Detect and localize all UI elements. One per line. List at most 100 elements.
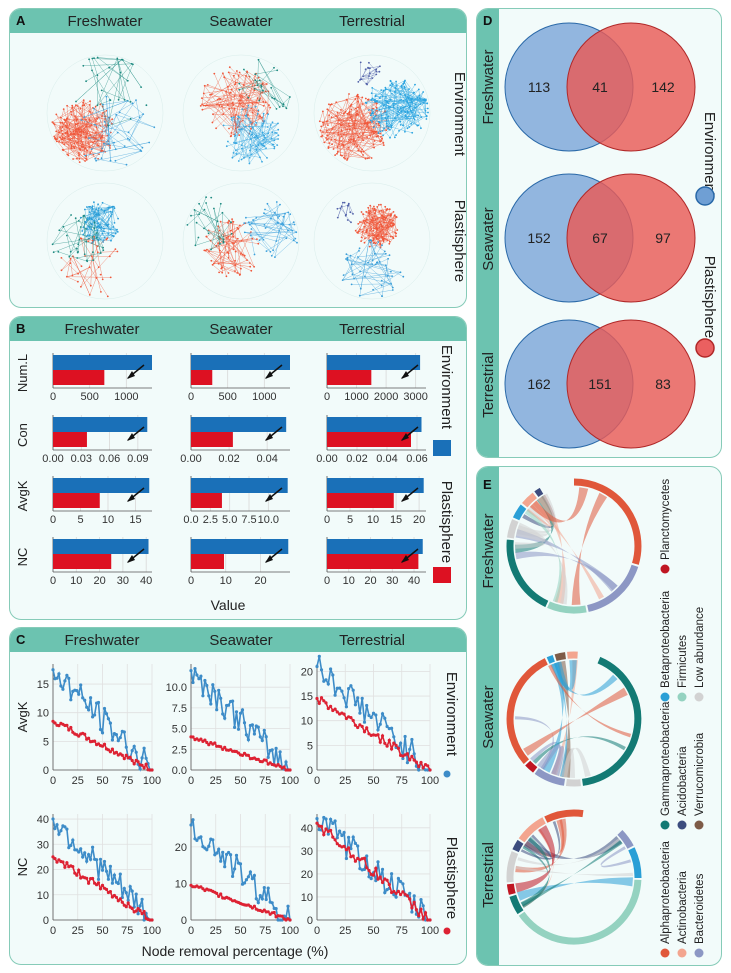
series-environment-point [209,702,213,706]
network-node [384,217,387,220]
network-node [256,113,259,115]
network-graph [46,182,164,300]
series-environment-point [57,672,61,676]
bar-plastisphere [191,493,222,508]
network-node [88,234,91,237]
network-node [228,220,231,223]
network-node [294,237,297,240]
series-environment-point [244,733,248,737]
network-node [376,206,379,208]
network-node [346,258,349,260]
network-node [276,144,279,147]
series-environment-point [219,859,223,863]
y-tick-label: 10 [37,708,49,720]
network-node [346,128,348,131]
network-node [272,143,275,146]
network-node [391,275,393,277]
venn-plastisphere-circle [566,22,696,152]
network-node [251,111,254,114]
network-node [381,95,384,97]
series-plastisphere-point [401,890,405,894]
network-node [277,134,280,137]
network-node [71,106,74,109]
network-node [414,106,417,109]
network-node [105,238,108,241]
network-node [202,104,205,107]
network-node [336,152,338,155]
network-node [94,132,97,134]
network-node [61,132,64,135]
series-plastisphere-point [421,766,425,770]
network-node [320,135,323,138]
network-node [110,239,112,242]
network-node [247,104,250,107]
network-node [247,96,250,99]
network-node [360,240,362,243]
tick-label: 500 [218,391,236,403]
taxon-legend-dot [694,948,704,958]
network-node [368,222,371,225]
series-environment-point [96,700,101,705]
network-node [423,98,426,100]
x-tick-label: 100 [143,925,161,937]
network-node [99,252,102,255]
network-node [367,66,369,69]
network-node [107,116,110,119]
network-node [364,68,367,71]
network-node [239,224,241,227]
series-plastisphere-point [349,716,353,720]
arrow-head [401,433,409,441]
panel-c-legend-plastisphere-dot [443,927,451,935]
network-node [384,88,387,91]
network-node [382,144,385,147]
network-node [371,221,374,224]
series-environment-point [390,872,394,876]
network-node [251,102,254,105]
x-tick-label: 100 [143,775,161,787]
tick-label: 10 [220,575,232,587]
network-node [72,130,75,133]
y-tick-label: 20 [301,869,313,881]
network-node [111,118,114,121]
series-plastisphere-point [378,740,382,744]
network-node [369,210,372,213]
series-environment-point [67,676,71,680]
series-environment-point [335,836,339,840]
network-node [409,105,412,108]
series-environment-point [83,851,87,855]
network-node [255,122,258,124]
series-plastisphere-point [335,710,339,714]
network-node [61,138,63,141]
network-node [68,255,71,258]
network-node [362,133,364,135]
network-node [389,136,391,139]
network-node [252,219,255,221]
tick-label: 20 [93,575,105,587]
network-node [77,243,80,246]
network-node [379,240,381,242]
network-node [391,286,394,289]
series-environment-point [134,750,138,754]
tick-label: 1000 [114,391,138,403]
series-environment-point [264,735,268,739]
series-environment-point [347,687,351,691]
network-node [257,242,260,245]
network-node [78,161,81,164]
panel-d-legend-plastisphere-dot [695,338,715,358]
panel-e: E Freshwater Seawater Terrestrial Alphap… [476,466,722,966]
network-node [378,203,380,206]
network-node [251,126,254,129]
chord-ribbon [522,845,549,908]
chord-ribbon [524,509,562,603]
network-node [369,204,372,207]
network-node [350,221,352,224]
network-node [89,152,92,155]
network-node [107,124,109,127]
panel-c-letter: C [16,632,26,647]
series-environment-point [138,904,142,908]
network-node [392,102,395,105]
network-node [390,82,393,85]
network-node [195,221,198,224]
network-node [284,212,286,215]
network-node [381,228,384,231]
